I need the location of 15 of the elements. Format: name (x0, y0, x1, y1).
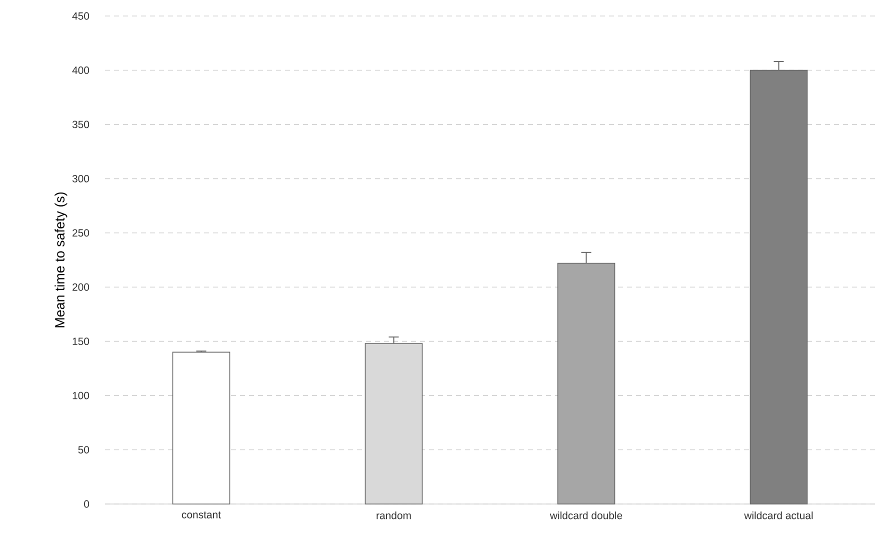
y-tick-label: 400 (72, 66, 90, 74)
y-tick-label: 100 (72, 392, 90, 400)
x-tick-label: random (376, 512, 411, 520)
y-tick-label: 350 (72, 120, 90, 128)
y-tick-label: 250 (72, 229, 90, 237)
y-tick-label: 0 (84, 500, 90, 508)
x-tick-label: constant (182, 512, 221, 518)
y-tick-label: 300 (72, 174, 90, 182)
y-tick-label: 450 (72, 12, 90, 20)
x-tick-label: wildcard actual (744, 512, 813, 520)
x-tick-label: wildcard double (550, 512, 622, 520)
y-tick-label: 150 (72, 338, 90, 346)
y-axis-title: Mean time to safety (s) (54, 192, 68, 328)
y-tick-label: 200 (72, 283, 90, 291)
y-tick-label: 50 (78, 446, 90, 454)
